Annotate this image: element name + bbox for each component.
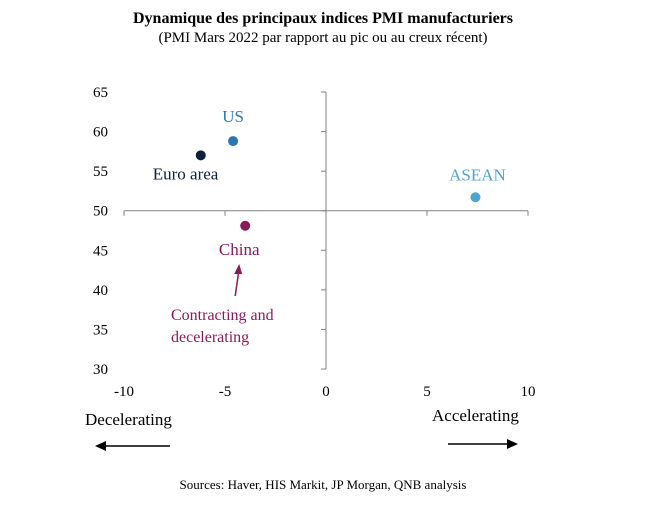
label-euro-area: Euro area (153, 164, 219, 183)
y-tick-label: 50 (93, 204, 108, 220)
accelerating-arrow-head (507, 439, 518, 449)
x-tick-label: 5 (423, 384, 431, 400)
y-tick-label: 60 (93, 125, 108, 141)
decelerating-label: Decelerating (85, 410, 172, 429)
points (195, 136, 481, 231)
x-tick-label: 10 (521, 384, 536, 400)
point-china (240, 220, 251, 231)
source-note: Sources: Haver, HIS Markit, JP Morgan, Q… (179, 477, 467, 492)
point-asean (470, 192, 481, 203)
point-euro-area (195, 150, 206, 161)
y-tick-label: 30 (93, 362, 108, 378)
point-us (228, 136, 239, 147)
label-us: US (222, 107, 244, 126)
y-tick-label: 45 (93, 243, 108, 259)
annotation-line-1: Contracting and (171, 307, 274, 324)
label-asean: ASEAN (449, 165, 506, 184)
decelerating-arrow-head (95, 441, 106, 451)
x-tick-label: -5 (219, 384, 232, 400)
y-tick-label: 55 (93, 164, 108, 180)
y-tick-label: 40 (93, 283, 108, 299)
point-labels: US Euro area ASEAN China (153, 107, 506, 259)
x-tick-label: -10 (114, 384, 134, 400)
annotation-arrow-head (234, 264, 243, 274)
chart-title: Dynamique des principaux indices PMI man… (132, 10, 513, 27)
annotation: Contracting and decelerating Decelerating A… (85, 264, 519, 451)
chart-subtitle: (PMI Mars 2022 par rapport au pic ou au … (158, 30, 488, 46)
x-tick-label: 0 (322, 384, 330, 400)
annotation-line-2: decelerating (171, 329, 249, 346)
accelerating-label: Accelerating (432, 406, 519, 425)
y-tick-label: 35 (93, 322, 108, 338)
y-tick-label: 65 (93, 85, 108, 101)
axes: -10 -5 0 5 10 30 35 40 45 50 55 60 65 (93, 85, 536, 400)
label-china: China (219, 240, 260, 259)
